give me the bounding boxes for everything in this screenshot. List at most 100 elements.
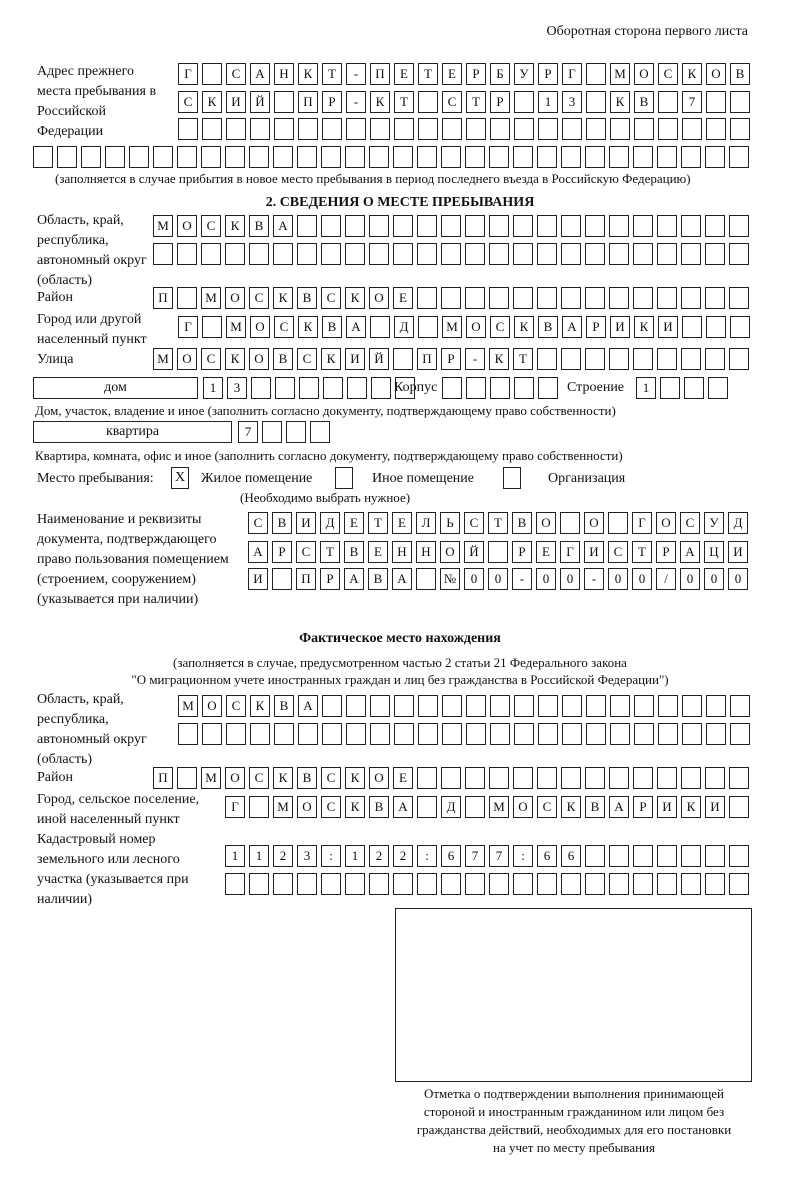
char-cell[interactable] [609,287,629,309]
char-cell[interactable] [225,243,245,265]
char-cell[interactable] [345,215,365,237]
char-cell[interactable] [418,91,438,113]
char-cell[interactable]: Й [369,348,389,370]
char-cell[interactable] [321,146,341,168]
char-cell[interactable] [705,845,725,867]
char-cell[interactable] [705,873,725,895]
char-cell[interactable]: С [321,796,341,818]
char-cell[interactable]: 7 [682,91,702,113]
char-cell[interactable]: Е [536,541,556,563]
char-cell[interactable] [370,118,390,140]
organization-checkbox[interactable] [503,467,521,489]
char-cell[interactable]: / [656,568,676,590]
char-cell[interactable]: О [225,767,245,789]
char-cell[interactable]: И [226,91,246,113]
char-cell[interactable] [286,421,306,443]
char-cell[interactable]: Т [488,512,508,534]
char-cell[interactable] [418,316,438,338]
char-cell[interactable] [561,873,581,895]
char-cell[interactable]: Г [178,316,198,338]
char-cell[interactable] [609,146,629,168]
char-cell[interactable] [708,377,728,399]
char-cell[interactable] [249,873,269,895]
char-cell[interactable] [441,243,461,265]
char-cell[interactable]: В [585,796,605,818]
char-cell[interactable] [393,348,413,370]
char-cell[interactable] [177,287,197,309]
char-cell[interactable] [585,243,605,265]
char-cell[interactable] [178,723,198,745]
char-cell[interactable]: Т [632,541,652,563]
char-cell[interactable]: 0 [608,568,628,590]
char-cell[interactable]: О [513,796,533,818]
char-cell[interactable] [249,146,269,168]
char-cell[interactable]: Д [728,512,748,534]
char-cell[interactable]: Р [272,541,292,563]
char-cell[interactable] [513,146,533,168]
char-cell[interactable]: Е [394,63,414,85]
char-cell[interactable] [706,695,726,717]
char-cell[interactable]: А [392,568,412,590]
char-cell[interactable] [394,695,414,717]
char-cell[interactable]: Т [394,91,414,113]
char-cell[interactable] [681,873,701,895]
char-cell[interactable]: В [249,215,269,237]
char-cell[interactable]: П [417,348,437,370]
char-cell[interactable]: В [272,512,292,534]
char-cell[interactable] [513,215,533,237]
char-cell[interactable] [297,215,317,237]
char-cell[interactable] [347,377,367,399]
char-cell[interactable]: А [250,63,270,85]
char-cell[interactable] [562,723,582,745]
char-cell[interactable] [537,767,557,789]
char-cell[interactable]: Р [490,91,510,113]
char-cell[interactable]: 1 [203,377,223,399]
char-cell[interactable] [370,695,390,717]
char-cell[interactable]: С [490,316,510,338]
char-cell[interactable]: Р [538,63,558,85]
char-cell[interactable] [562,118,582,140]
char-cell[interactable]: О [656,512,676,534]
char-cell[interactable]: Р [586,316,606,338]
char-cell[interactable]: К [273,287,293,309]
char-cell[interactable] [610,118,630,140]
char-cell[interactable] [633,243,653,265]
char-cell[interactable] [586,723,606,745]
char-cell[interactable] [275,377,295,399]
char-cell[interactable] [322,723,342,745]
char-cell[interactable] [441,767,461,789]
char-cell[interactable]: К [298,316,318,338]
char-cell[interactable]: Л [416,512,436,534]
char-cell[interactable] [298,723,318,745]
flat-type-field[interactable]: квартира [33,421,232,443]
char-cell[interactable] [442,377,462,399]
char-cell[interactable] [418,723,438,745]
char-cell[interactable] [634,723,654,745]
char-cell[interactable] [513,873,533,895]
char-cell[interactable] [274,723,294,745]
char-cell[interactable]: 0 [704,568,724,590]
char-cell[interactable] [705,767,725,789]
char-cell[interactable]: С [442,91,462,113]
char-cell[interactable] [681,215,701,237]
char-cell[interactable]: П [298,91,318,113]
char-cell[interactable]: К [561,796,581,818]
char-cell[interactable] [705,146,725,168]
char-cell[interactable] [610,695,630,717]
char-cell[interactable]: : [321,845,341,867]
char-cell[interactable] [682,118,702,140]
char-cell[interactable]: О [369,287,389,309]
char-cell[interactable] [705,348,725,370]
char-cell[interactable]: Ь [440,512,460,534]
char-cell[interactable]: В [512,512,532,534]
char-cell[interactable]: П [153,767,173,789]
char-cell[interactable]: - [346,63,366,85]
char-cell[interactable]: : [513,845,533,867]
char-cell[interactable]: А [248,541,268,563]
char-cell[interactable] [393,243,413,265]
char-cell[interactable] [57,146,77,168]
char-cell[interactable] [488,541,508,563]
char-cell[interactable] [729,348,749,370]
char-cell[interactable]: В [322,316,342,338]
